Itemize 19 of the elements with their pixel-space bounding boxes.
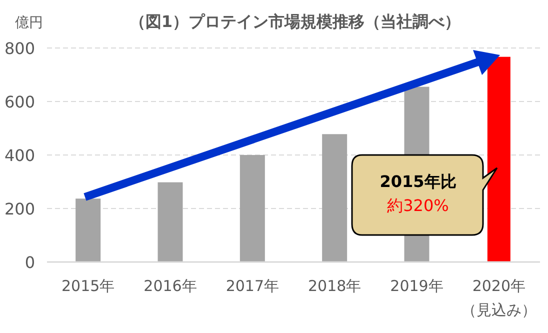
y-tick-label: 600 [4, 92, 35, 112]
annotation: 約320% [387, 196, 449, 215]
x-tick-label: 2016年 [142, 276, 198, 297]
x-tick-label: 2019年 [389, 276, 444, 297]
x-tick-label: 2015年 [60, 276, 116, 297]
annotation: 2015年比 [380, 172, 456, 191]
chart-title: （図1）プロテイン市場規模推移（当社調べ） [129, 12, 461, 31]
bar [158, 182, 183, 262]
y-tick-label: 400 [4, 146, 35, 165]
bar [76, 198, 101, 262]
y-tick-label: 0 [24, 253, 35, 272]
x-tick-label: 2018年 [306, 276, 362, 297]
y-axis-title: 億円 [15, 15, 43, 31]
y-tick-label: 200 [4, 200, 35, 218]
x-tick-label: 2017年 [224, 276, 280, 297]
y-tick-label: 800 [4, 39, 35, 58]
bar [240, 155, 265, 262]
bar [322, 134, 348, 262]
x-tick-label: 2020年（見込み） [460, 276, 538, 321]
